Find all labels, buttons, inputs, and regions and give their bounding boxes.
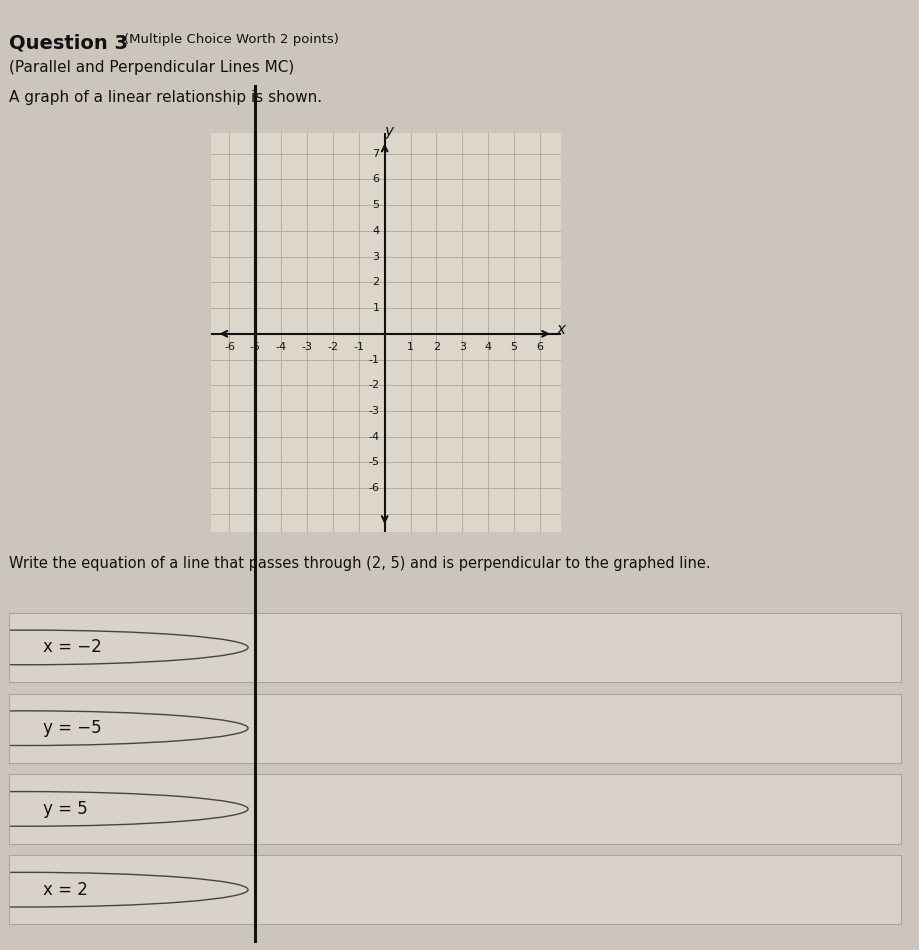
Text: -5: -5 — [369, 458, 380, 467]
Text: (Parallel and Perpendicular Lines MC): (Parallel and Perpendicular Lines MC) — [9, 60, 294, 75]
Text: y = 5: y = 5 — [43, 800, 88, 818]
Text: 7: 7 — [372, 148, 380, 159]
Text: A graph of a linear relationship is shown.: A graph of a linear relationship is show… — [9, 90, 323, 105]
Text: 3: 3 — [459, 341, 466, 352]
Text: 4: 4 — [484, 341, 492, 352]
Text: -2: -2 — [369, 380, 380, 390]
Text: -5: -5 — [250, 341, 261, 352]
Text: 5: 5 — [511, 341, 517, 352]
Text: 2: 2 — [372, 277, 380, 287]
Text: Question 3: Question 3 — [9, 33, 128, 52]
Text: (Multiple Choice Worth 2 points): (Multiple Choice Worth 2 points) — [124, 33, 339, 47]
Text: x = −2: x = −2 — [43, 638, 102, 656]
Text: -2: -2 — [327, 341, 338, 352]
Text: y: y — [384, 124, 393, 140]
Text: -3: -3 — [301, 341, 312, 352]
Text: Write the equation of a line that passes through (2, 5) and is perpendicular to : Write the equation of a line that passes… — [9, 556, 710, 571]
Text: -4: -4 — [276, 341, 287, 352]
Text: -3: -3 — [369, 406, 380, 416]
Text: 4: 4 — [372, 226, 380, 236]
Text: -6: -6 — [369, 484, 380, 493]
Text: 6: 6 — [372, 175, 380, 184]
Text: 3: 3 — [372, 252, 380, 261]
Text: 5: 5 — [372, 200, 380, 210]
Text: -1: -1 — [369, 354, 380, 365]
Text: x = 2: x = 2 — [43, 881, 88, 899]
Text: y = −5: y = −5 — [43, 719, 102, 737]
Text: 6: 6 — [537, 341, 543, 352]
Text: 1: 1 — [407, 341, 414, 352]
Text: -1: -1 — [353, 341, 364, 352]
Text: 1: 1 — [372, 303, 380, 314]
Text: -6: -6 — [224, 341, 235, 352]
Text: -4: -4 — [369, 431, 380, 442]
Text: 2: 2 — [433, 341, 440, 352]
Text: x: x — [557, 322, 566, 337]
